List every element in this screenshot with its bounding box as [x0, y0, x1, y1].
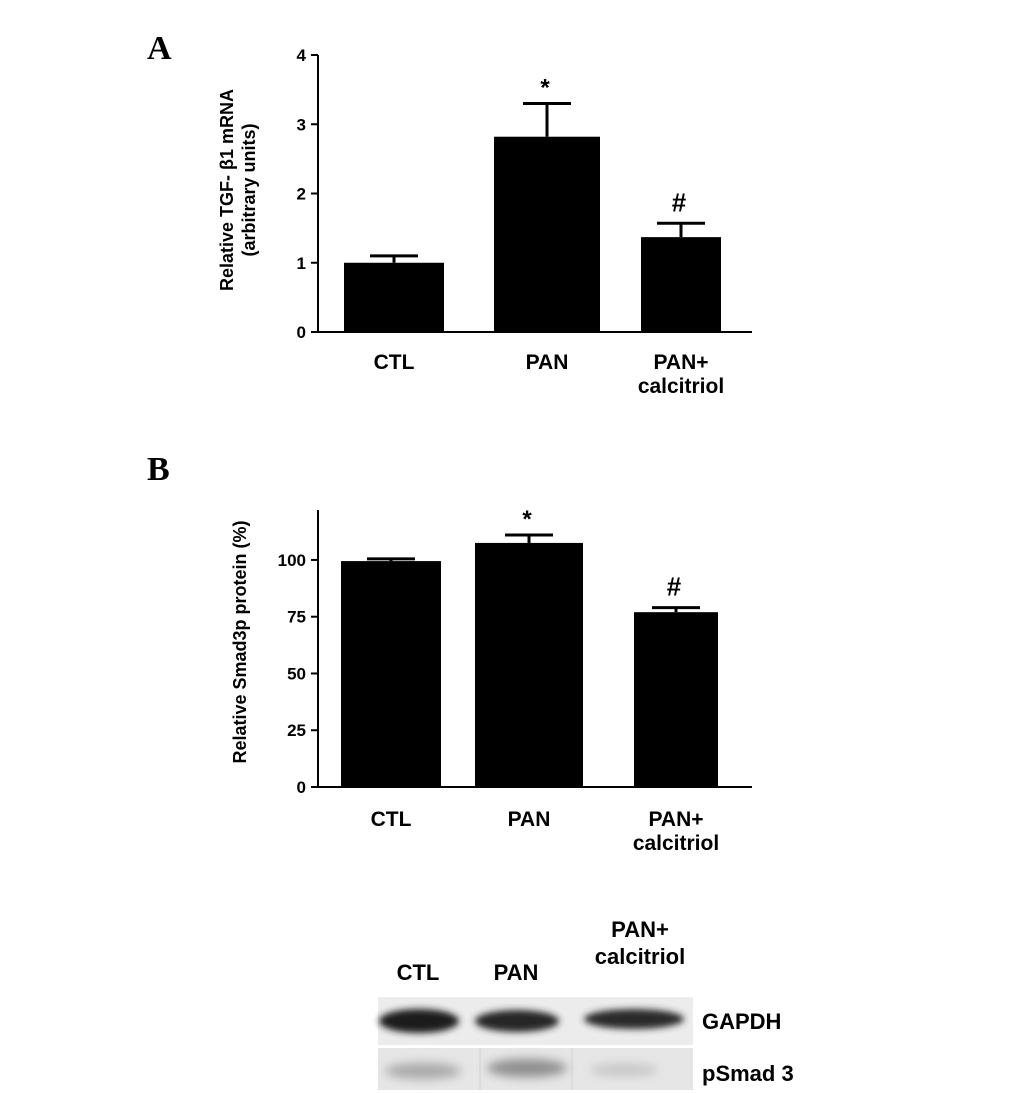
y-tick-label: 1 [297, 254, 306, 273]
y-tick-label: 4 [297, 46, 307, 65]
x-category-label: PAN+ calcitriol [633, 808, 719, 855]
x-category-label-line: PAN [508, 808, 551, 831]
blot-lane-label: PAN+ calcitriol [595, 917, 685, 969]
bar [341, 561, 441, 787]
x-category-label-line: CTL [374, 351, 415, 374]
blot-lane-label: PAN [494, 960, 539, 985]
x-category-label-line: PAN+ [653, 351, 708, 374]
significance-hash: # [672, 187, 687, 217]
bar [641, 237, 721, 332]
y-axis-label-line: Relative Smad3p protein (%) [230, 520, 250, 763]
y-tick-label: 100 [278, 551, 306, 570]
x-category-label: CTL [371, 808, 412, 831]
x-category-label-line: PAN+ [648, 808, 703, 831]
y-axis-label-line: (arbitrary units) [239, 123, 259, 256]
western-blot: CTL PAN PAN+ calcitriol GAPDH pSmad 3 [378, 917, 794, 1090]
x-category-label: PAN+ calcitriol [638, 351, 724, 398]
y-axis-label-line: Relative TGF- β1 mRNA [217, 89, 237, 291]
y-tick-label: 50 [287, 664, 306, 683]
blot-lane-label-line: PAN [494, 960, 539, 985]
gapdh-band-pan [475, 1010, 559, 1032]
y-tick-label: 25 [287, 721, 306, 740]
psmad3-strip [378, 1048, 693, 1090]
x-category-label: CTL [374, 351, 415, 374]
significance-hash: # [667, 572, 682, 602]
x-category-label: PAN [526, 351, 569, 374]
y-tick-label: 2 [297, 185, 306, 204]
psmad3-band-pan [487, 1059, 567, 1077]
psmad3-band-ctl [385, 1063, 461, 1079]
chart-b: 0 25 50 75 100 Relative Smad3p protein (%) CTL… [230, 506, 752, 855]
blot-lane-label-line: calcitriol [595, 944, 685, 969]
panel-letter-a: A [147, 30, 172, 67]
bar [634, 612, 718, 787]
blot-row-label-gapdh: GAPDH [702, 1009, 781, 1034]
gapdh-strip [378, 997, 693, 1045]
y-tick-label: 3 [297, 115, 306, 134]
y-axis-label: Relative TGF- β1 mRNA (arbitrary units) [217, 89, 259, 291]
bar [475, 542, 583, 787]
significance-star: * [540, 74, 550, 101]
blot-row-label-psmad3: pSmad 3 [702, 1061, 794, 1086]
psmad3-band-pan-calcitriol [590, 1064, 658, 1076]
y-tick-label: 0 [297, 323, 306, 342]
x-category-label-line: calcitriol [638, 375, 724, 398]
blot-lane-label-line: PAN+ [611, 917, 669, 942]
significance-star: * [522, 506, 532, 533]
y-tick-label: 75 [287, 608, 306, 627]
x-category-label-line: calcitriol [633, 832, 719, 855]
panel-letter-b: B [147, 451, 170, 488]
bar [494, 136, 600, 332]
blot-lane-label-line: CTL [397, 960, 440, 985]
y-axis-label: Relative Smad3p protein (%) [230, 520, 250, 763]
x-category-label-line: PAN [526, 351, 569, 374]
chart-a: 0 1 2 3 4 Relative TGF- β1 mRNA (arbitrary uni… [217, 46, 752, 398]
gapdh-band-ctl [379, 1009, 459, 1033]
y-tick-label: 0 [297, 778, 306, 797]
x-category-label-line: CTL [371, 808, 412, 831]
gapdh-band-pan-calcitriol [584, 1009, 684, 1029]
x-category-label: PAN [508, 808, 551, 831]
blot-lane-label: CTL [397, 960, 440, 985]
bar [344, 262, 444, 332]
